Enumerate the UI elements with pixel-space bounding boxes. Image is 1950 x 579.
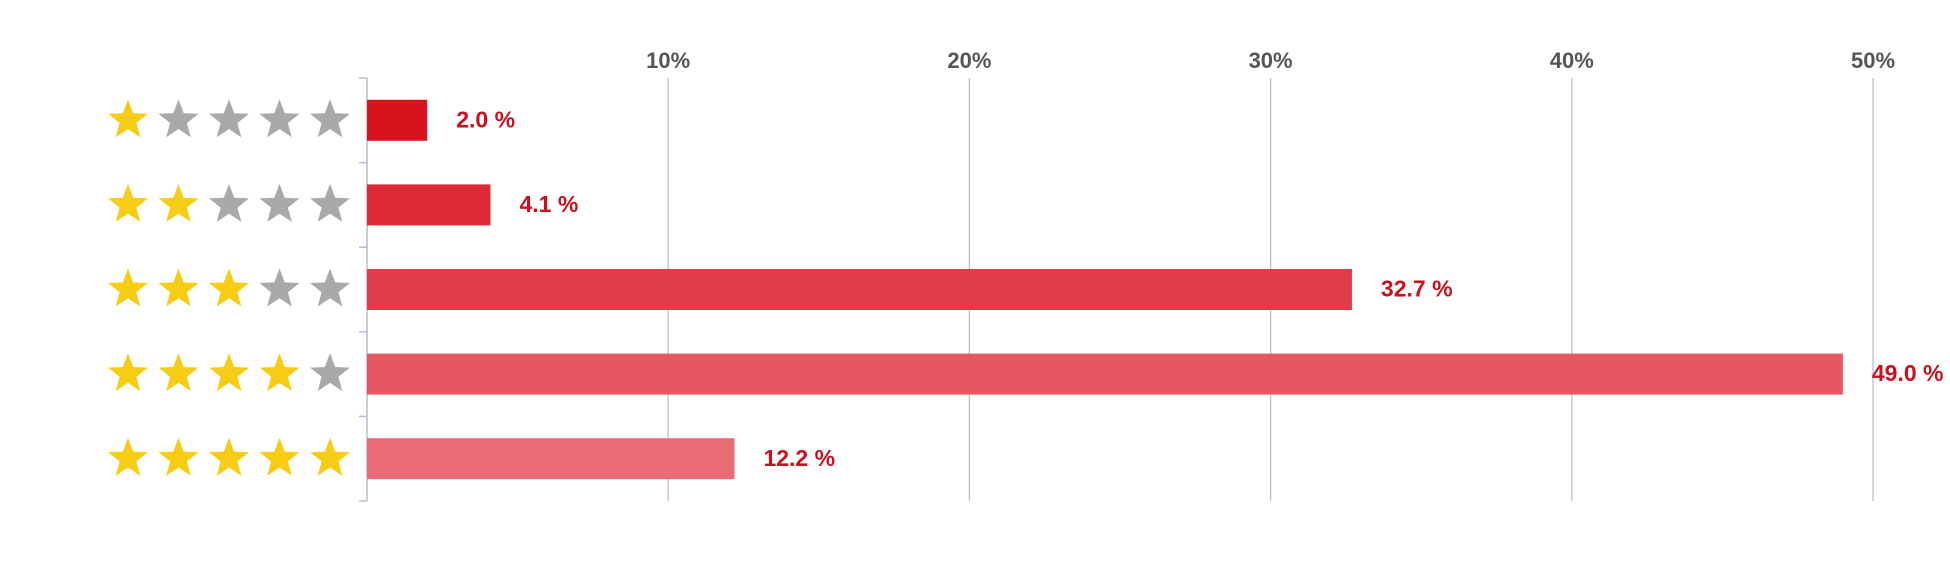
star-filled [259, 437, 300, 476]
bar [367, 438, 735, 480]
star-filled [209, 437, 249, 476]
bar [367, 269, 1352, 310]
star-filled [209, 353, 249, 392]
star-empty [259, 268, 300, 307]
star-filled [108, 99, 148, 138]
x-tick-label: 20% [947, 48, 991, 73]
star-filled [158, 353, 199, 392]
value-label: 4.1 % [519, 191, 578, 217]
star-filled [158, 268, 199, 307]
x-tick-label: 10% [646, 48, 690, 73]
x-tick-label: 30% [1249, 48, 1293, 73]
star-empty [310, 99, 350, 138]
bar [367, 184, 491, 226]
star-filled [209, 268, 249, 307]
star-filled [108, 437, 148, 476]
star-empty [209, 183, 249, 222]
star-filled [158, 183, 199, 222]
star-empty [158, 99, 199, 138]
value-label: 2.0 % [456, 106, 515, 132]
value-label: 12.2 % [763, 445, 835, 471]
x-tick-label: 50% [1851, 48, 1895, 73]
bar [367, 353, 1843, 395]
star-empty [259, 99, 300, 138]
star-empty [310, 353, 350, 392]
bar [367, 99, 428, 141]
star-filled [259, 353, 300, 392]
star-filled [108, 268, 148, 307]
star-empty [209, 99, 249, 138]
star-filled [108, 183, 148, 222]
star-filled [108, 353, 148, 392]
star-filled [158, 437, 199, 476]
star-filled [310, 437, 350, 476]
star-empty [310, 183, 350, 222]
star-empty [259, 183, 300, 222]
star-empty [310, 268, 350, 307]
value-label: 49.0 % [1872, 360, 1944, 386]
x-tick-label: 40% [1550, 48, 1594, 73]
value-label: 32.7 % [1381, 276, 1453, 302]
